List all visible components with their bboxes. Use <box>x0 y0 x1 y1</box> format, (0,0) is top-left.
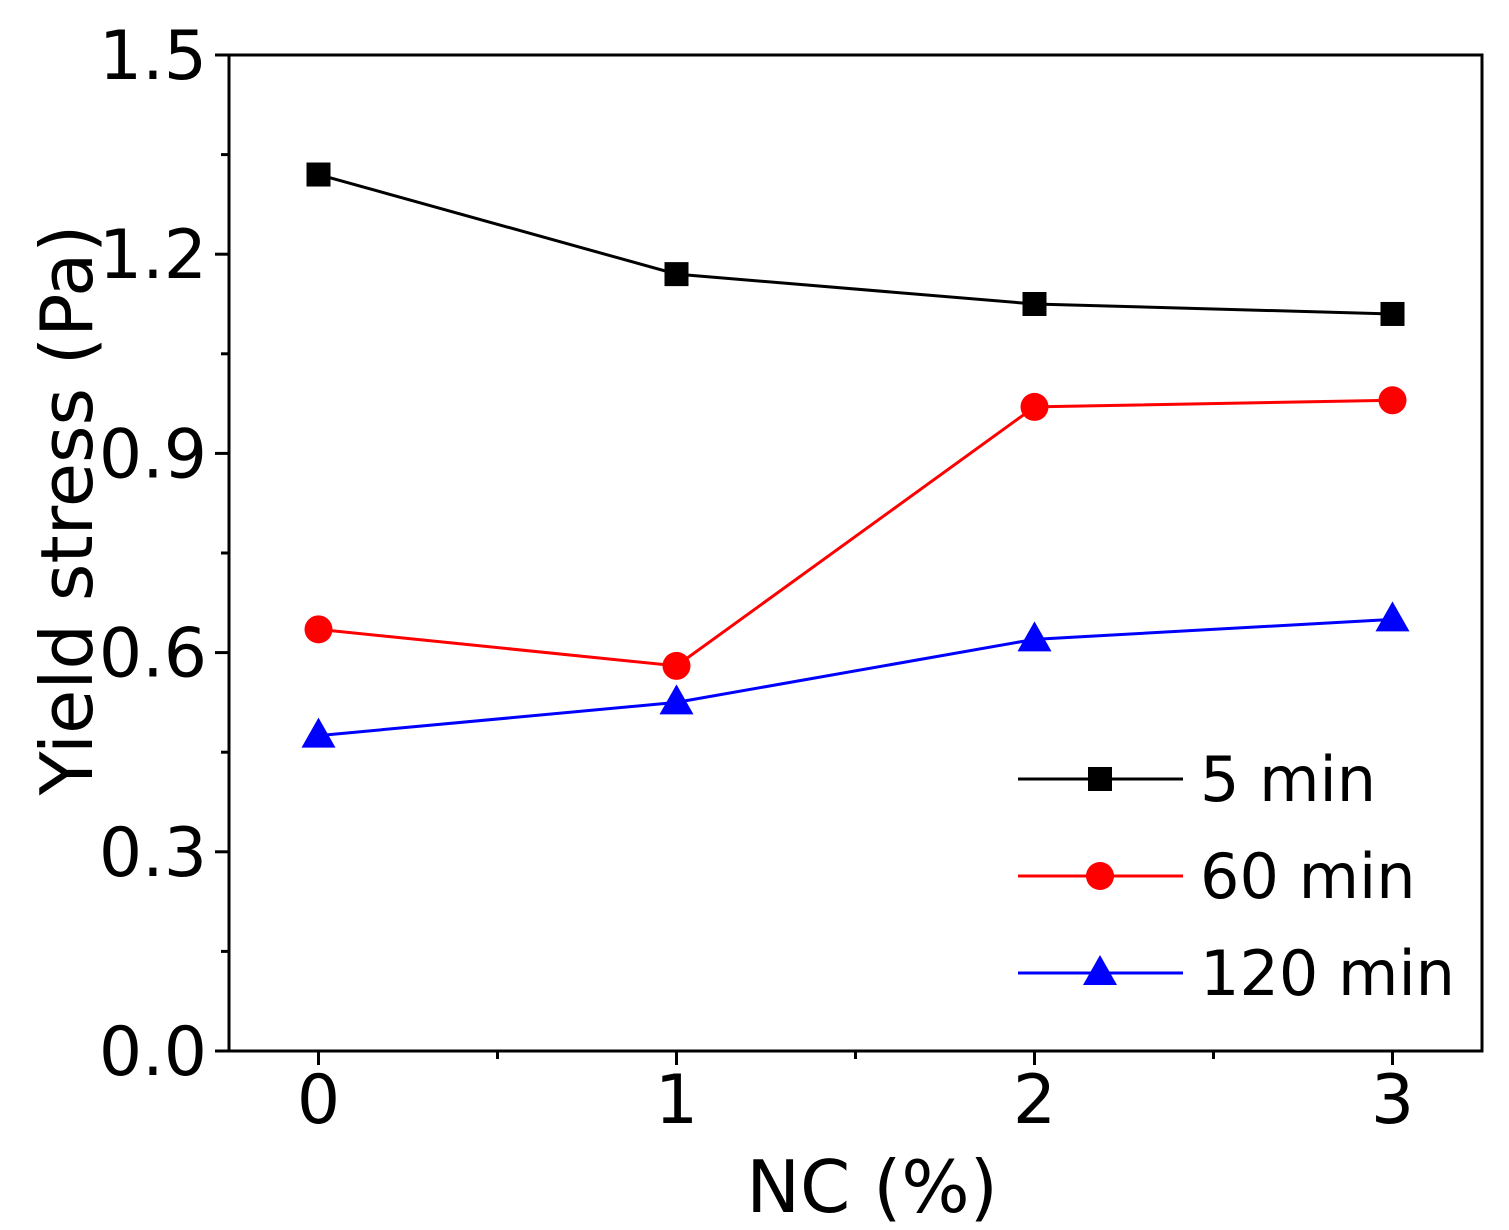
data-point <box>1020 392 1049 421</box>
series-line <box>318 398 1393 668</box>
data-point <box>662 651 691 680</box>
data-point <box>1022 292 1047 316</box>
series-5-min <box>306 162 1405 326</box>
data-point <box>1017 621 1052 652</box>
y-tick-label: 1.2 <box>99 216 207 295</box>
legend-entry: 120 min <box>1018 937 1455 1010</box>
y-tick-label: 0.0 <box>99 1013 207 1092</box>
data-point <box>664 262 689 287</box>
data-point <box>1375 601 1410 632</box>
legend-marker <box>1086 862 1114 890</box>
legend-label: 120 min <box>1200 937 1455 1010</box>
y-axis-title: Yield stress (Pa) <box>25 225 109 797</box>
x-axis-title: NC (%) <box>746 1145 998 1229</box>
y-tick-label: 0.6 <box>99 615 207 694</box>
y-tick-label: 0.3 <box>99 814 207 893</box>
legend-marker <box>1088 767 1112 791</box>
y-tick-label: 1.5 <box>99 17 207 96</box>
series-line <box>318 173 1393 316</box>
legend: 5 min 60 min 120 min <box>1018 743 1455 1010</box>
legend-label: 60 min <box>1200 840 1416 913</box>
y-tick-label: 0.9 <box>99 415 207 494</box>
x-tick-label: 1 <box>655 1061 698 1140</box>
data-point <box>659 684 694 715</box>
series-120-min <box>301 601 1410 748</box>
x-tick-label: 0 <box>297 1061 340 1140</box>
data-point <box>306 162 331 187</box>
axes: 0.0 0.3 0.6 0.9 1.2 1.5 0 1 2 3 <box>99 17 1484 1140</box>
legend-label: 5 min <box>1200 743 1376 816</box>
x-tick-label: 3 <box>1371 1061 1414 1140</box>
data-point <box>301 717 336 748</box>
legend-marker <box>1083 955 1117 985</box>
x-tick-label: 2 <box>1013 1061 1056 1140</box>
series-line <box>318 617 1393 738</box>
data-point <box>304 615 333 644</box>
series-layer <box>301 162 1410 748</box>
legend-entry: 60 min <box>1018 840 1416 913</box>
data-point <box>1378 386 1407 415</box>
series-60-min <box>304 386 1407 680</box>
legend-entry: 5 min <box>1018 743 1376 816</box>
data-point <box>1380 301 1405 326</box>
